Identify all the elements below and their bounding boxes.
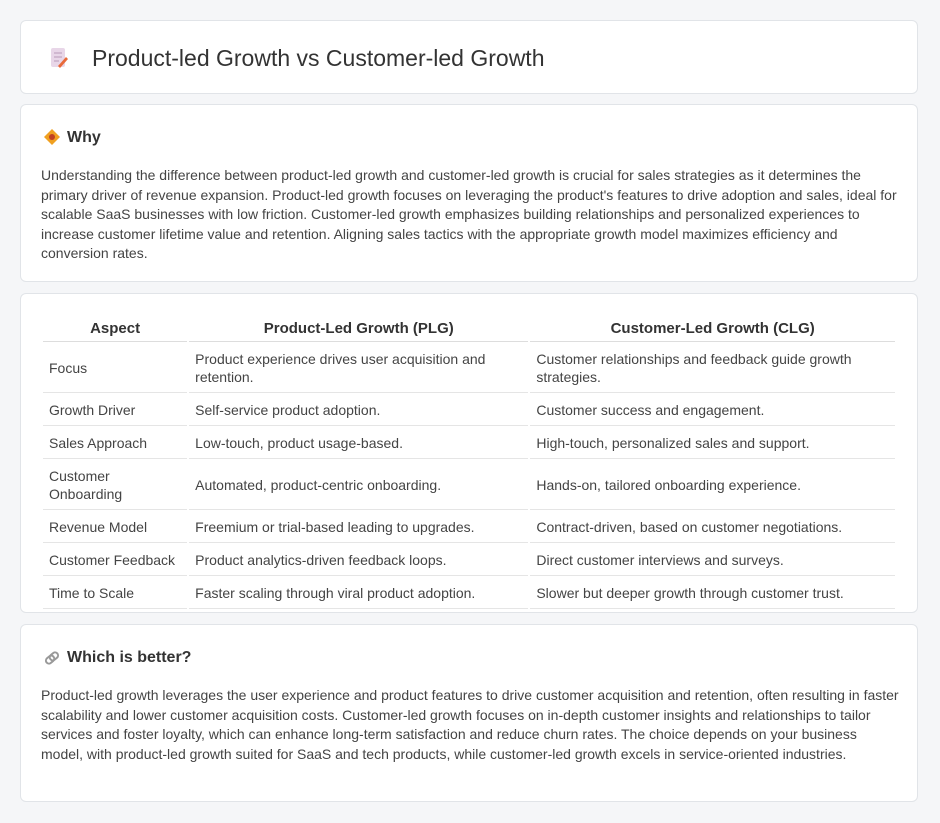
table-cell: High-touch, personalized sales and suppo… xyxy=(530,428,895,459)
table-row: Sales Approach Low-touch, product usage-b… xyxy=(43,428,895,459)
why-icon xyxy=(44,129,60,145)
table-cell: Automated, product-centric onboarding. xyxy=(189,461,529,510)
column-header: Customer-Led Growth (CLG) xyxy=(530,316,895,342)
better-text: Product-led growth leverages the user ex… xyxy=(41,687,899,762)
table-cell: Freemium or trial-based leading to upgra… xyxy=(189,512,529,543)
table-cell: Growth Driver xyxy=(43,395,188,426)
table-cell: Slower but deeper growth through custome… xyxy=(530,578,895,609)
table-row: Customer Onboarding Automated, product-ce… xyxy=(43,461,895,510)
table-cell: Faster scaling through viral product ado… xyxy=(189,578,529,609)
table-cell: Revenue Model xyxy=(43,512,188,543)
why-text: Understanding the difference between pro… xyxy=(41,167,897,261)
table-row: Customer Feedback Product analytics-drive… xyxy=(43,545,895,576)
icon xyxy=(51,48,68,68)
table-card: Aspect Product-Led Growth (PLG) Customer-L… xyxy=(20,293,918,613)
better-card: Which is better? Product-led growth leve… xyxy=(20,624,918,802)
table-cell: Customer Onboarding xyxy=(43,461,188,510)
header-row: Aspect Product-Led Growth (PLG) Customer-L… xyxy=(43,316,895,342)
table-cell: Customer Feedback xyxy=(43,545,188,576)
link-icon xyxy=(44,651,60,665)
table-cell: Contract-driven, based on customer negot… xyxy=(530,512,895,543)
doc-icon xyxy=(49,47,69,69)
table-cell: Focus xyxy=(43,344,188,393)
why-heading: Why xyxy=(67,129,101,146)
table-cell: Product analytics-driven feedback loops. xyxy=(189,545,529,576)
better-heading: Which is better? xyxy=(67,649,192,666)
why-card: Why Understanding the difference between… xyxy=(20,104,918,282)
table-row: Revenue Model Freemium or trial-based lea… xyxy=(43,512,895,543)
table-cell: Product experience drives user acquisiti… xyxy=(189,344,529,393)
table-cell: Direct customer interviews and surveys. xyxy=(530,545,895,576)
table-cell: Hands-on, tailored onboarding experience… xyxy=(530,461,895,510)
table-cell: Time to Scale xyxy=(43,578,188,609)
table-cell: Low-touch, product usage-based. xyxy=(189,428,529,459)
table-cell: Sales Approach xyxy=(43,428,188,459)
table-row: Growth Driver Self-service product adopti… xyxy=(43,395,895,426)
table-row: Time to Scale Faster scaling through vira… xyxy=(43,578,895,609)
table-row: Focus Product experience drives user acqu… xyxy=(43,344,895,393)
header-card: Product-led Growth vs Customer-led Growt… xyxy=(20,20,918,94)
table-cell: Self-service product adoption. xyxy=(189,395,529,426)
table-cell: Customer relationships and feedback guid… xyxy=(530,344,895,393)
table-body: Focus Product experience drives user acqu… xyxy=(43,344,895,609)
column-header: Product-Led Growth (PLG) xyxy=(189,316,529,342)
title: Product-led Growth vs Customer-led Growt… xyxy=(92,45,545,71)
comparison-table: Aspect Product-Led Growth (PLG) Customer-L… xyxy=(41,314,897,611)
column-header: Aspect xyxy=(43,316,188,342)
table-cell: Customer success and engagement. xyxy=(530,395,895,426)
